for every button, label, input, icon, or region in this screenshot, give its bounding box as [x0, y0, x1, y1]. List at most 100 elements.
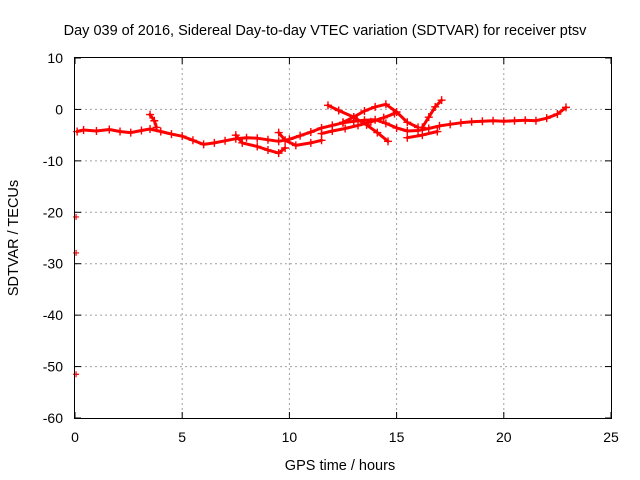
data-point	[285, 135, 294, 144]
data-point	[542, 114, 551, 123]
data-point	[467, 117, 476, 126]
y-tick-label: 0	[55, 101, 63, 117]
data-point	[92, 127, 101, 136]
markers	[73, 96, 570, 378]
y-tick-label: -50	[43, 359, 63, 375]
data-point	[531, 116, 540, 125]
x-tick-label: 5	[178, 429, 186, 445]
data-point	[392, 123, 401, 132]
data-point	[478, 117, 487, 126]
data-point	[116, 127, 125, 136]
data-point	[296, 131, 305, 140]
data-point	[274, 137, 283, 146]
data-point	[403, 127, 412, 136]
data-point	[354, 121, 363, 130]
data-point	[317, 136, 326, 145]
data-point	[431, 102, 440, 111]
data-point	[403, 133, 412, 142]
data-point	[403, 118, 412, 127]
data-point	[334, 106, 343, 115]
outlier-point	[73, 213, 80, 220]
data-point	[317, 129, 326, 138]
x-tick-label: 15	[389, 429, 405, 445]
y-tick-label: -30	[43, 256, 63, 272]
data-point	[381, 119, 390, 128]
y-tick-label: 10	[47, 50, 63, 66]
data-point	[146, 110, 155, 119]
data-point	[281, 144, 290, 152]
data-point	[366, 117, 375, 126]
data-point	[167, 130, 176, 139]
series-line-arc-b	[234, 133, 287, 155]
data-point	[418, 131, 427, 140]
data-point	[199, 140, 208, 149]
series-line-arc-g	[420, 98, 444, 129]
data-point	[281, 136, 290, 145]
data-point	[105, 125, 114, 134]
data-point	[221, 136, 230, 145]
data-point	[188, 136, 197, 145]
data-point	[263, 135, 272, 144]
data-point	[253, 142, 262, 151]
data-point	[274, 149, 283, 158]
y-tick-label: -40	[43, 307, 63, 323]
plot-frame	[74, 57, 612, 419]
data-point	[521, 116, 530, 125]
data-point	[274, 128, 283, 137]
data-point	[137, 126, 146, 135]
data-point	[152, 123, 161, 132]
data-point	[328, 127, 337, 136]
data-point	[156, 127, 165, 136]
x-tick-label: 10	[282, 429, 298, 445]
y-tick-label: -20	[43, 204, 63, 220]
data-point	[306, 128, 315, 137]
data-point	[150, 116, 159, 125]
data-point	[435, 121, 444, 130]
outlier-point	[73, 371, 80, 378]
y-axis-label: SDTVAR / TECUs	[6, 180, 22, 296]
data-point	[339, 118, 347, 127]
x-tick-label: 0	[71, 429, 79, 445]
outlier-point	[73, 249, 80, 256]
data-point	[238, 138, 247, 147]
data-point	[424, 124, 433, 133]
data-point	[371, 115, 380, 124]
data-point	[384, 137, 393, 146]
series-line-arc-f	[341, 102, 420, 129]
data-point	[379, 113, 388, 122]
data-point	[553, 110, 562, 119]
data-point	[349, 113, 358, 122]
data-point	[341, 124, 350, 133]
data-point	[489, 116, 498, 125]
data-point	[291, 141, 300, 150]
data-point	[306, 138, 315, 147]
data-point	[362, 120, 371, 129]
x-axis-label: GPS time / hours	[285, 458, 395, 474]
data-point	[360, 116, 369, 125]
data-point	[437, 96, 446, 105]
data-point	[381, 100, 390, 109]
data-point	[323, 101, 332, 110]
data-point	[178, 132, 187, 141]
data-point	[499, 117, 508, 126]
data-point	[360, 106, 369, 115]
data-point	[424, 113, 433, 122]
x-tick-label: 25	[603, 429, 619, 445]
data-point	[371, 102, 380, 111]
data-point	[456, 118, 465, 127]
data-point	[210, 138, 219, 147]
data-point	[373, 128, 382, 137]
data-point	[253, 134, 262, 143]
data-point	[433, 127, 442, 136]
chart-title: Day 039 of 2016, Sidereal Day-to-day VTE…	[64, 23, 587, 39]
data-point	[242, 133, 251, 142]
data-point	[446, 120, 455, 129]
y-tick-label: -10	[43, 153, 63, 169]
series-line-arc-d	[326, 103, 390, 143]
x-tick-label: 20	[496, 429, 512, 445]
y-tick-label: -60	[43, 410, 63, 426]
data-point	[418, 123, 427, 132]
data-point	[231, 131, 240, 140]
data-point	[79, 126, 88, 134]
